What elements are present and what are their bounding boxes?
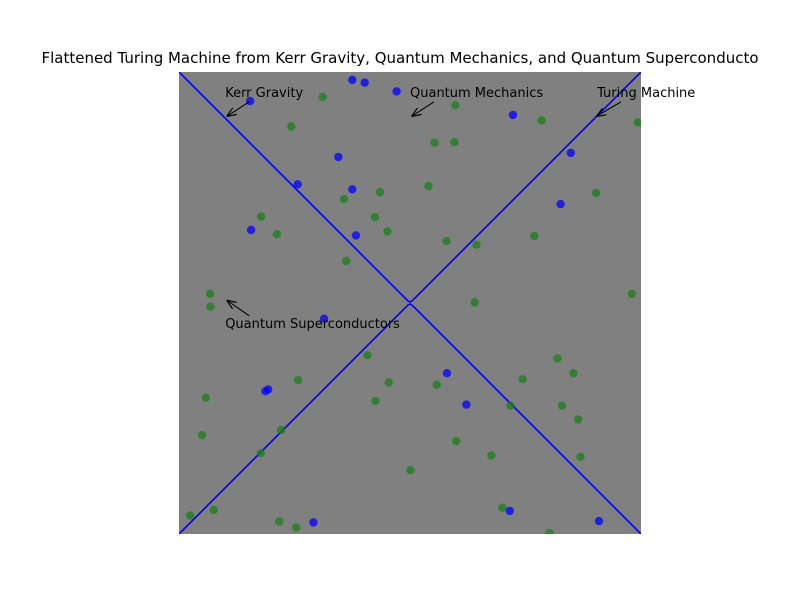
annotation-label: Turing Machine — [596, 86, 695, 101]
scatter-point-series-1 — [246, 225, 256, 235]
scatter-point-series-1 — [566, 148, 575, 158]
annotation-label: Quantum Superconductors — [225, 317, 400, 332]
scatter-point-series-0 — [257, 212, 266, 221]
scatter-point-series-0 — [256, 448, 265, 458]
scatter-point-series-0 — [530, 231, 539, 241]
annotation-arrow — [412, 101, 435, 116]
scatter-point-series-1 — [261, 387, 270, 396]
scatter-point-series-0 — [424, 181, 433, 191]
curve-lower-branch — [179, 303, 641, 534]
annotation-arrow — [228, 101, 250, 116]
scatter-point-series-0 — [487, 451, 496, 460]
scatter-point-series-0 — [375, 187, 385, 197]
scatter-point-series-1 — [334, 152, 343, 162]
scatter-point-series-0 — [442, 236, 451, 246]
scatter-point-series-1 — [319, 314, 329, 323]
scatter-point-series-0 — [545, 528, 554, 534]
scatter-point-series-0 — [450, 138, 459, 147]
scatter-point-series-0 — [197, 430, 207, 440]
scatter-point-series-1 — [392, 87, 401, 96]
scatter-point-series-0 — [627, 289, 636, 298]
scatter-point-series-1 — [556, 199, 565, 209]
scatter-point-series-1 — [293, 180, 302, 189]
scatter-point-series-0 — [294, 376, 303, 385]
scatter-point-series-0 — [472, 240, 481, 249]
scatter-point-series-0 — [292, 523, 301, 532]
scatter-point-series-0 — [339, 194, 349, 204]
scatter-point-series-0 — [537, 116, 546, 125]
scatter-point-series-0 — [451, 101, 460, 110]
chart-title: Flattened Turing Machine from Kerr Gravi… — [41, 49, 758, 67]
annotation-arrow — [597, 101, 622, 116]
scatter-point-series-0 — [506, 401, 515, 410]
scatter-point-series-0 — [569, 369, 578, 378]
annotation-label: Kerr Gravity — [225, 86, 303, 101]
scatter-point-series-0 — [518, 375, 527, 384]
scatter-point-series-0 — [633, 118, 641, 127]
plot-area — [179, 72, 641, 534]
scatter-point-series-0 — [276, 425, 286, 435]
scatter-point-series-0 — [574, 415, 583, 424]
scatter-point-series-0 — [383, 227, 392, 236]
scatter-point-series-1 — [505, 506, 514, 516]
scatter-point-series-0 — [287, 122, 296, 131]
scatter-point-series-0 — [452, 436, 461, 446]
scatter-point-series-0 — [470, 298, 479, 307]
annotation-arrow — [228, 301, 250, 317]
scatter-point-series-0 — [370, 212, 380, 222]
scatter-point-series-1 — [360, 78, 369, 87]
scatter-point-series-0 — [553, 354, 562, 363]
scatter-point-series-0 — [557, 401, 567, 410]
scatter-point-series-0 — [342, 256, 351, 266]
scatter-point-series-0 — [406, 466, 415, 475]
scatter-point-series-0 — [318, 92, 327, 102]
scatter-point-series-0 — [275, 517, 284, 526]
scatter-point-series-1 — [309, 518, 318, 527]
scatter-point-series-1 — [348, 75, 357, 85]
scatter-point-series-0 — [272, 230, 282, 239]
scatter-point-series-0 — [185, 511, 195, 520]
scatter-point-series-0 — [592, 188, 601, 198]
scatter-point-series-0 — [430, 138, 439, 147]
scatter-point-series-1 — [508, 110, 518, 120]
scatter-point-series-0 — [205, 289, 215, 298]
scatter-point-series-1 — [348, 185, 357, 194]
scatter-point-series-0 — [209, 505, 218, 515]
scatter-point-series-0 — [498, 503, 507, 512]
annotation-label: Quantum Mechanics — [410, 86, 543, 101]
scatter-point-series-1 — [462, 400, 471, 409]
scatter-point-series-1 — [351, 231, 361, 240]
scatter-point-series-0 — [576, 452, 585, 461]
scatter-point-series-0 — [363, 351, 372, 360]
curve-upper-branch — [179, 72, 641, 303]
scatter-point-series-1 — [594, 516, 604, 526]
annotations: Kerr Gravity Quantum Mechanics Turing Mach… — [225, 86, 695, 332]
scatter-point-series-1 — [442, 369, 452, 378]
scatter-point-series-0 — [206, 302, 215, 311]
scatter-point-series-0 — [201, 393, 210, 402]
scatter-point-series-0 — [371, 396, 380, 406]
scatter-point-series-0 — [384, 378, 393, 387]
scatter-point-series-0 — [432, 380, 441, 389]
